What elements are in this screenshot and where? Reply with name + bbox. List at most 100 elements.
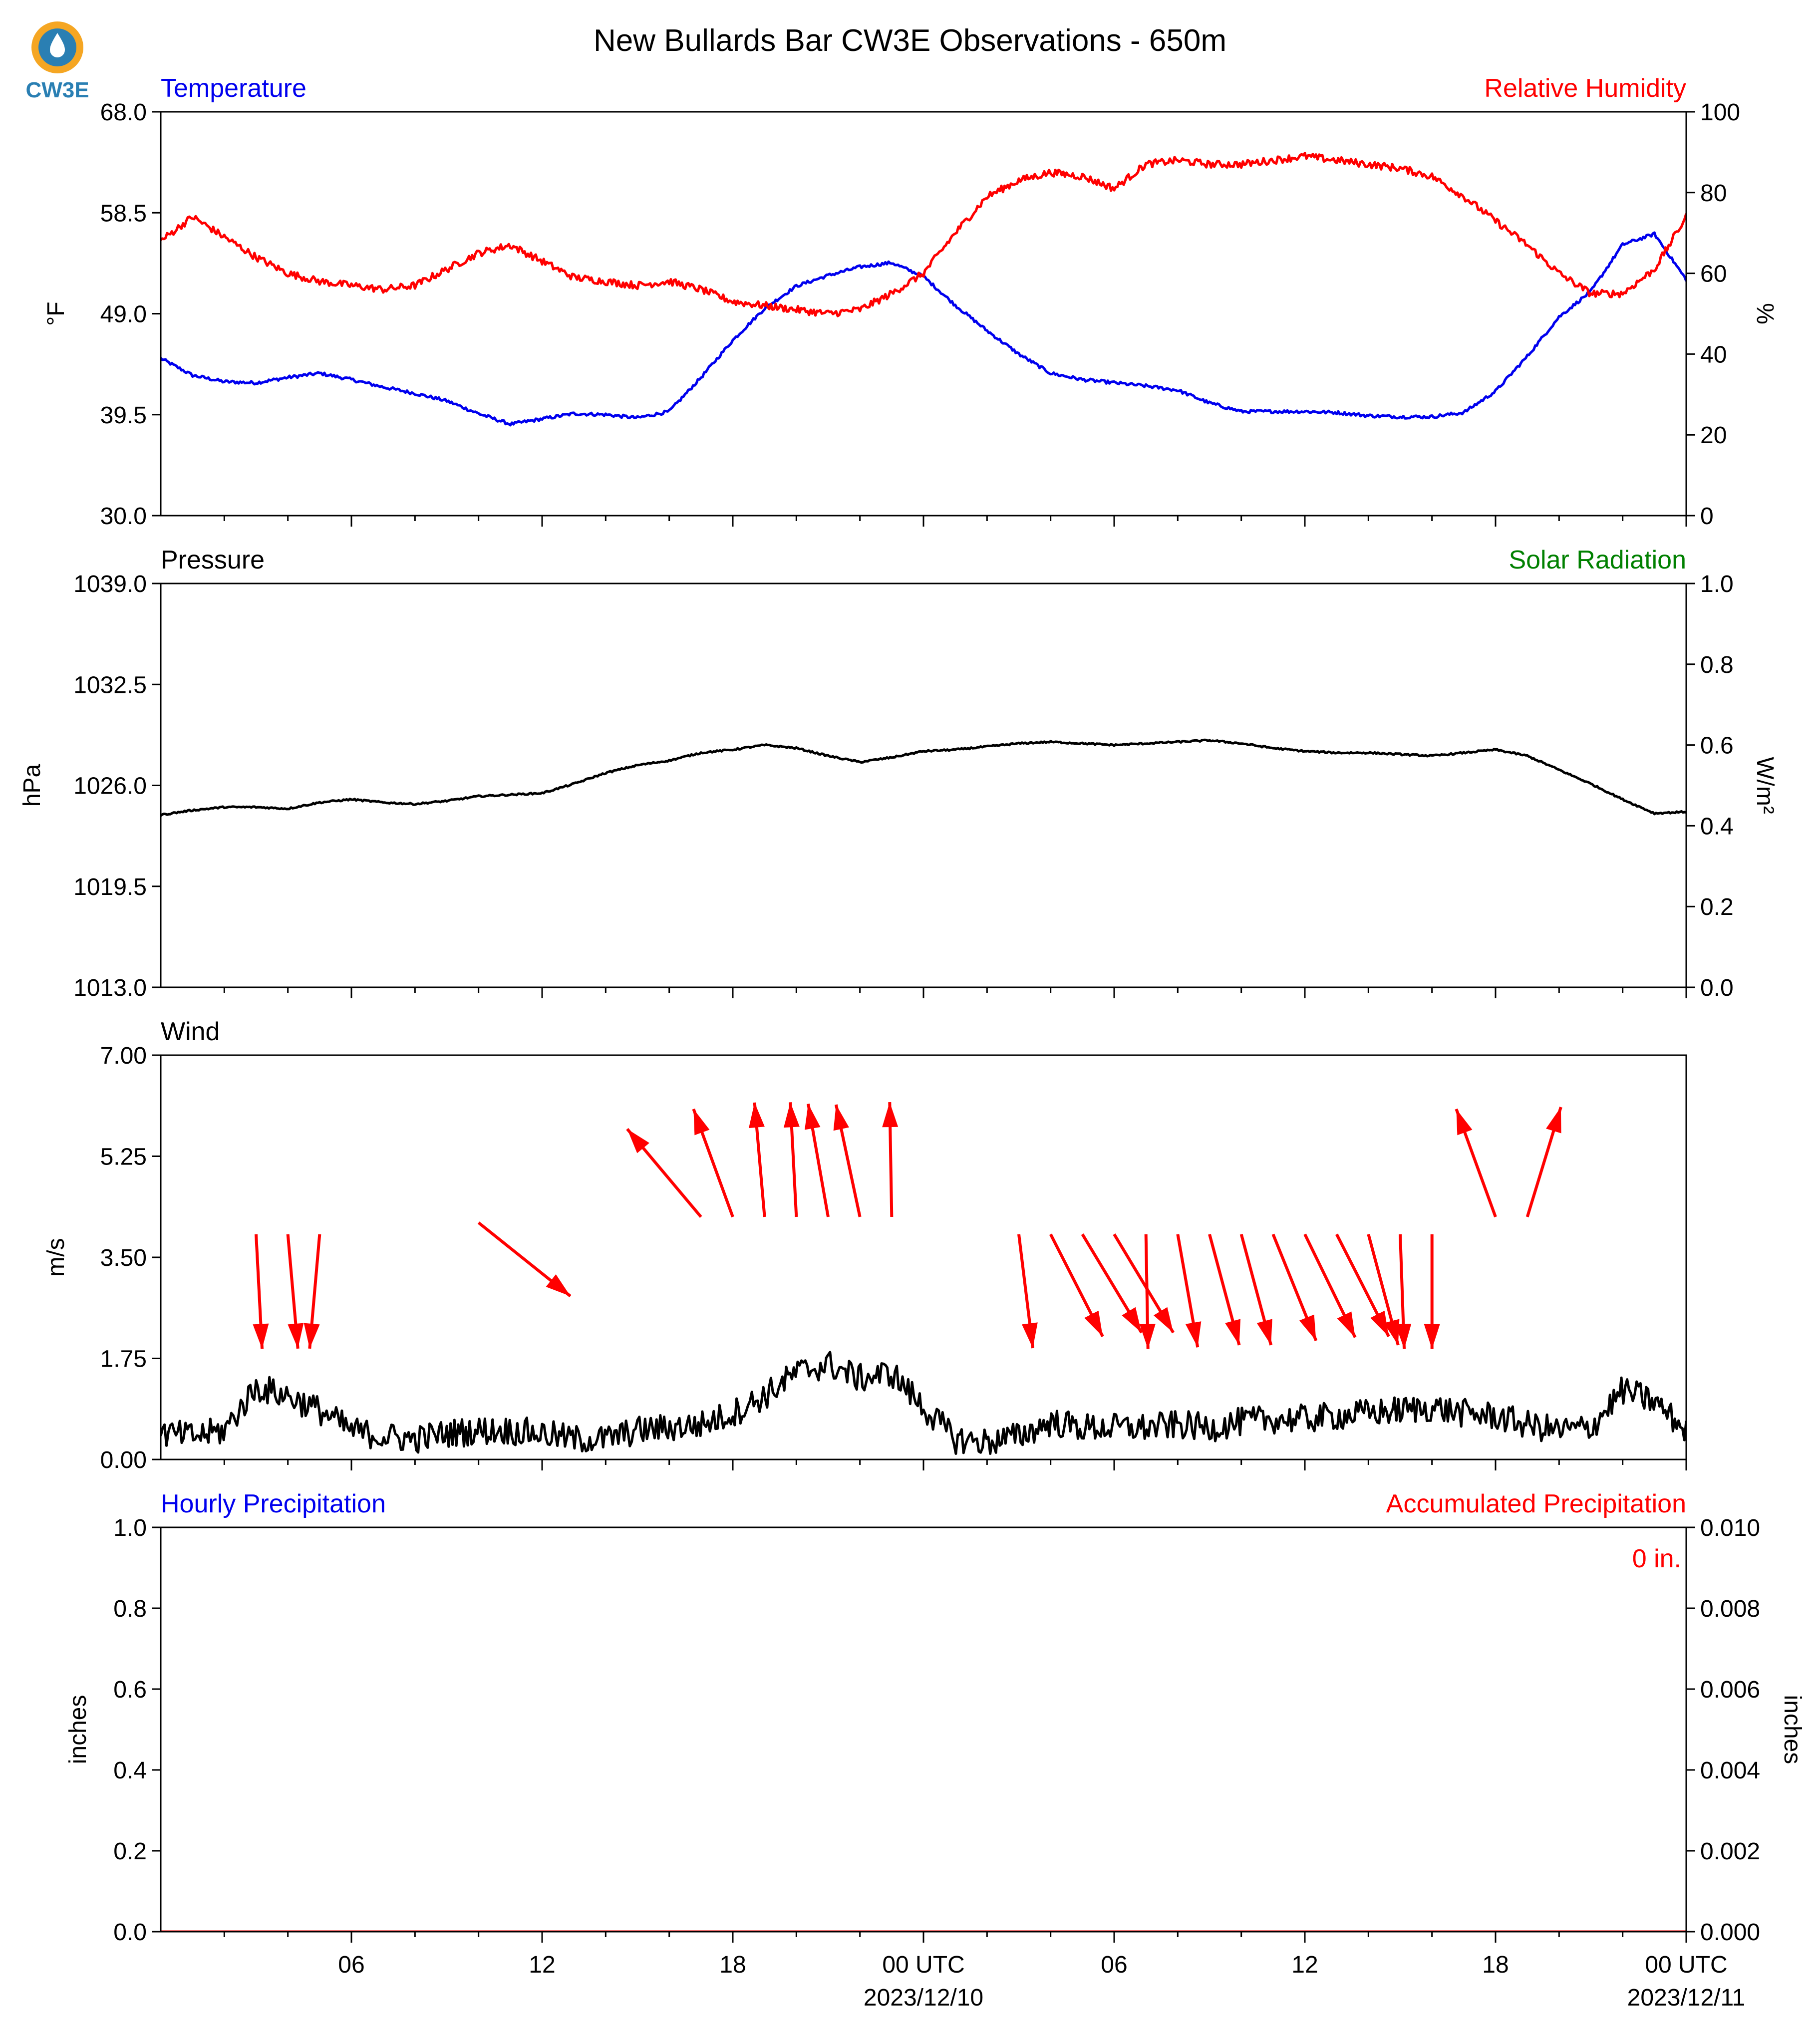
y-axis-label-left: inches	[65, 1695, 91, 1764]
y-tick-label-left: 0.4	[113, 1757, 147, 1784]
y-tick-label-left: 68.0	[100, 99, 147, 126]
y-tick-label-left: 0.8	[113, 1596, 147, 1622]
y-tick-label-right: 40	[1700, 341, 1727, 368]
y-tick-label-left: 0.00	[100, 1447, 147, 1473]
y-axis-label-right: W/m²	[1752, 757, 1778, 814]
y-tick-label-right: 80	[1700, 180, 1727, 207]
y-axis-label-left: m/s	[43, 1238, 69, 1276]
y-tick-label-left: 0.2	[113, 1838, 147, 1865]
y-tick-label-right: 0.8	[1700, 652, 1734, 678]
wind-vector-head	[1545, 1107, 1561, 1134]
panel-frame	[160, 1526, 1687, 1933]
y-tick-label-left: 1019.5	[73, 874, 147, 900]
y-tick-label-left: 0.6	[113, 1677, 147, 1703]
y-tick-label-left: 7.00	[100, 1043, 147, 1069]
y-tick-label-right: 0.002	[1700, 1838, 1760, 1865]
y-tick-label-right: 20	[1700, 422, 1727, 449]
wind-vector-head	[1185, 1321, 1202, 1348]
wind-vector-head	[1395, 1324, 1412, 1349]
wind-vector-head	[882, 1102, 899, 1128]
wind-vector-head	[749, 1102, 765, 1129]
wind-vector-head	[627, 1129, 649, 1154]
wind-vector-head	[783, 1102, 800, 1128]
wind-vector-head	[1370, 1310, 1389, 1337]
x-tick-label: 00 UTC	[1645, 1952, 1727, 1978]
y-tick-label-left: 49.0	[100, 301, 147, 328]
wind-vector-head	[288, 1323, 304, 1349]
plot-area	[161, 152, 1686, 427]
panel-precipitation: 0.0 0.2 0.4 0.6 0.8 1.0 0.000 0.002 0.004 0.006 0.…	[65, 1489, 1806, 1946]
y-tick-label-left: 58.5	[100, 200, 147, 227]
wind-vector-head	[693, 1109, 710, 1136]
y-tick-label-right: 0.6	[1700, 733, 1734, 759]
y-tick-label-left: 1039.0	[73, 571, 147, 597]
y-tick-label-left: 1.75	[100, 1346, 147, 1373]
wind-vector-head	[1153, 1307, 1174, 1333]
series-line-relative-humidity	[161, 152, 1686, 317]
y-tick-label-left: 1026.0	[73, 773, 147, 800]
y-tick-label-left: 30.0	[100, 503, 147, 530]
panel-frame	[160, 1054, 1687, 1460]
wind-vector-head	[833, 1105, 849, 1131]
panel-frame	[160, 111, 1687, 517]
x-tick-label: 12	[529, 1952, 555, 1978]
x-axis-labels: 06 12 18 00 UTC 06 12 18 00 UTC 2023/12/10 2023/1…	[338, 1952, 1745, 2011]
panel-label-left: Hourly Precipitation	[161, 1489, 386, 1518]
panel-temperature-humidity: 30.0 39.5 49.0 58.5 68.0 0 20 40 60 80 100 °F % Tempe…	[43, 74, 1778, 530]
series-line-wind	[161, 1351, 1686, 1455]
plot-area	[161, 1102, 1686, 1455]
y-tick-label-right: 0.4	[1700, 813, 1734, 840]
wind-vector-head	[1299, 1314, 1316, 1341]
x-date-label: 2023/12/10	[864, 1985, 983, 2011]
y-tick-label-left: 5.25	[100, 1144, 147, 1170]
y-tick-label-right: 60	[1700, 261, 1727, 288]
y-tick-label-left: 0.0	[113, 1919, 147, 1946]
precip-total-annotation: 0 in.	[1632, 1544, 1681, 1573]
panel-label-right: Solar Radiation	[1509, 546, 1686, 575]
wind-vector-head	[1139, 1324, 1156, 1349]
x-tick-label: 00 UTC	[882, 1952, 964, 1978]
chart-title: New Bullards Bar CW3E Observations - 650…	[594, 23, 1226, 58]
y-tick-label-right: 0.006	[1700, 1677, 1760, 1703]
wind-vector-head	[1225, 1319, 1241, 1345]
panel-frame	[160, 582, 1687, 988]
y-tick-label-right: 0.004	[1700, 1757, 1760, 1784]
wind-vector-head	[1256, 1319, 1272, 1345]
wind-vector-head	[1384, 1319, 1400, 1345]
y-tick-label-right: 0.2	[1700, 894, 1734, 920]
y-tick-label-right: 0	[1700, 503, 1714, 530]
x-tick-label: 12	[1291, 1952, 1318, 1978]
wind-vector-head	[1022, 1322, 1038, 1348]
y-tick-label-right: 100	[1700, 99, 1740, 126]
y-tick-label-right: 1.0	[1700, 571, 1734, 597]
panel-label-left: Pressure	[161, 546, 265, 575]
series-line-temperature	[161, 231, 1686, 427]
y-axis-label-right: %	[1752, 303, 1778, 324]
x-tick-label: 18	[1482, 1952, 1509, 1978]
y-axis-label-left: °F	[43, 301, 69, 326]
y-tick-label-right: 0.0	[1700, 975, 1734, 1001]
wind-vector-head	[1424, 1324, 1440, 1349]
wind-vector-head	[1456, 1109, 1473, 1136]
y-axis-label-right: inches	[1779, 1695, 1806, 1764]
y-axis-label-left: hPa	[19, 764, 45, 807]
wind-vector-head	[1337, 1311, 1355, 1338]
y-tick-label-left: 1032.5	[73, 672, 147, 698]
chart-panels: 30.0 39.5 49.0 58.5 68.0 0 20 40 60 80 100 °F % Tempe…	[19, 74, 1806, 1946]
panel-label-right: Accumulated Precipitation	[1386, 1489, 1686, 1518]
panel-label-left: Temperature	[161, 74, 306, 103]
y-tick-label-right: 0.010	[1700, 1515, 1760, 1541]
logo-drop-icon	[50, 33, 65, 57]
y-tick-label-left: 3.50	[100, 1245, 147, 1271]
plot-area	[161, 738, 1686, 817]
wind-vector-head	[804, 1104, 821, 1130]
x-tick-label: 06	[1101, 1952, 1127, 1978]
wind-vector-head	[1084, 1310, 1103, 1337]
series-line-pressure	[161, 738, 1686, 817]
cw3e-logo: CW3E	[25, 21, 89, 102]
panel-label-right: Relative Humidity	[1484, 74, 1686, 103]
wind-vector-head	[546, 1274, 571, 1296]
y-tick-label-left: 1013.0	[73, 975, 147, 1001]
